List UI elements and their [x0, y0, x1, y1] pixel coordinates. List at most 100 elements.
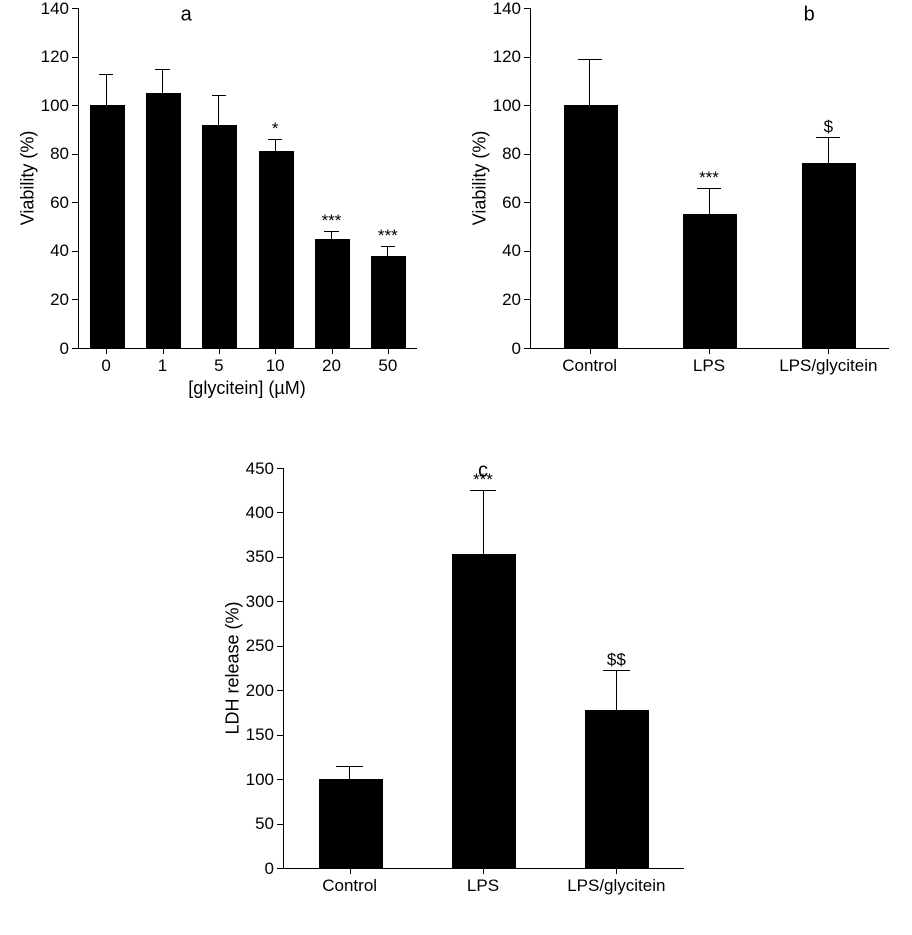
plot-area-a — [78, 8, 417, 349]
y-tick-label: 80 — [502, 144, 521, 164]
y-tick-label: 20 — [50, 290, 69, 310]
error-bar — [483, 490, 484, 618]
error-cap — [470, 618, 497, 619]
y-tick-label: 100 — [493, 96, 521, 116]
panel-b: 020406080100120140Viability (%)ControlLP… — [460, 0, 912, 440]
y-tick-mark — [277, 735, 283, 736]
y-tick-label: 40 — [502, 241, 521, 261]
y-tick-label: 20 — [502, 290, 521, 310]
y-tick-mark — [524, 348, 530, 349]
significance-label: $ — [824, 117, 833, 137]
error-cap — [336, 792, 363, 793]
y-tick-label: 0 — [60, 339, 69, 359]
error-bar — [331, 231, 332, 246]
error-cap — [816, 137, 840, 138]
error-cap — [268, 163, 282, 164]
error-cap — [697, 241, 721, 242]
y-tick-label: 40 — [50, 241, 69, 261]
x-tick-mark — [388, 348, 389, 354]
y-tick-mark — [277, 646, 283, 647]
y-tick-label: 60 — [50, 193, 69, 213]
x-tick-mark — [332, 348, 333, 354]
y-tick-label: 250 — [246, 636, 274, 656]
significance-label: *** — [378, 226, 398, 246]
error-bar — [106, 74, 107, 137]
bar — [585, 710, 649, 868]
y-tick-mark — [524, 202, 530, 203]
y-tick-mark — [277, 690, 283, 691]
x-tick-label: LPS — [693, 356, 725, 376]
x-tick-label: 1 — [158, 356, 167, 376]
bar — [315, 239, 350, 348]
x-tick-mark — [350, 868, 351, 874]
error-cap — [603, 750, 630, 751]
panel-a: 020406080100120140Viability (%)01510*20*… — [0, 0, 456, 440]
error-cap — [99, 74, 113, 75]
x-tick-mark — [163, 348, 164, 354]
error-cap — [381, 246, 395, 247]
x-tick-label: LPS/glycitein — [567, 876, 665, 896]
y-tick-label: 140 — [41, 0, 69, 19]
y-tick-label: 100 — [41, 96, 69, 116]
y-tick-mark — [72, 348, 78, 349]
y-tick-label: 120 — [41, 47, 69, 67]
bar — [452, 554, 516, 868]
significance-label: *** — [322, 211, 342, 231]
y-tick-mark — [524, 105, 530, 106]
y-tick-label: 200 — [246, 681, 274, 701]
x-tick-label: 20 — [322, 356, 341, 376]
y-tick-mark — [72, 8, 78, 9]
significance-label: * — [272, 119, 279, 139]
error-bar — [709, 188, 710, 241]
y-axis-title: Viability (%) — [18, 131, 39, 226]
y-tick-mark — [277, 468, 283, 469]
y-tick-label: 150 — [246, 725, 274, 745]
y-tick-mark — [524, 251, 530, 252]
bar — [683, 214, 737, 348]
error-bar — [162, 69, 163, 118]
x-tick-mark — [709, 348, 710, 354]
error-cap — [212, 154, 226, 155]
y-tick-mark — [277, 512, 283, 513]
y-tick-label: 50 — [255, 814, 274, 834]
significance-label: $$ — [607, 650, 626, 670]
error-cap — [336, 766, 363, 767]
y-tick-mark — [277, 868, 283, 869]
error-cap — [324, 231, 338, 232]
x-tick-mark — [106, 348, 107, 354]
bar — [371, 256, 406, 348]
bar — [202, 125, 237, 348]
x-tick-label: 5 — [214, 356, 223, 376]
x-tick-label: Control — [562, 356, 617, 376]
figure-stage: 020406080100120140Viability (%)01510*20*… — [0, 0, 912, 935]
x-axis-title: [glycitein] (µM) — [188, 378, 305, 399]
y-tick-label: 80 — [50, 144, 69, 164]
y-tick-mark — [72, 202, 78, 203]
error-cap — [155, 117, 169, 118]
error-cap — [268, 139, 282, 140]
y-tick-label: 0 — [265, 859, 274, 879]
x-tick-mark — [219, 348, 220, 354]
error-bar — [349, 766, 350, 793]
bar — [146, 93, 181, 348]
x-tick-mark — [828, 348, 829, 354]
y-tick-mark — [524, 57, 530, 58]
y-tick-mark — [72, 251, 78, 252]
bar — [90, 105, 125, 348]
error-cap — [381, 265, 395, 266]
y-tick-mark — [72, 299, 78, 300]
y-tick-mark — [72, 154, 78, 155]
error-bar — [828, 137, 829, 190]
y-axis-title: LDH release (%) — [223, 601, 244, 734]
error-cap — [578, 151, 602, 152]
y-tick-label: 100 — [246, 770, 274, 790]
panel-letter: b — [804, 4, 815, 27]
y-tick-label: 450 — [246, 459, 274, 479]
x-tick-mark — [590, 348, 591, 354]
error-bar — [275, 139, 276, 163]
error-cap — [470, 490, 497, 491]
error-cap — [578, 59, 602, 60]
y-tick-mark — [277, 824, 283, 825]
error-bar — [589, 59, 590, 151]
x-tick-mark — [616, 868, 617, 874]
